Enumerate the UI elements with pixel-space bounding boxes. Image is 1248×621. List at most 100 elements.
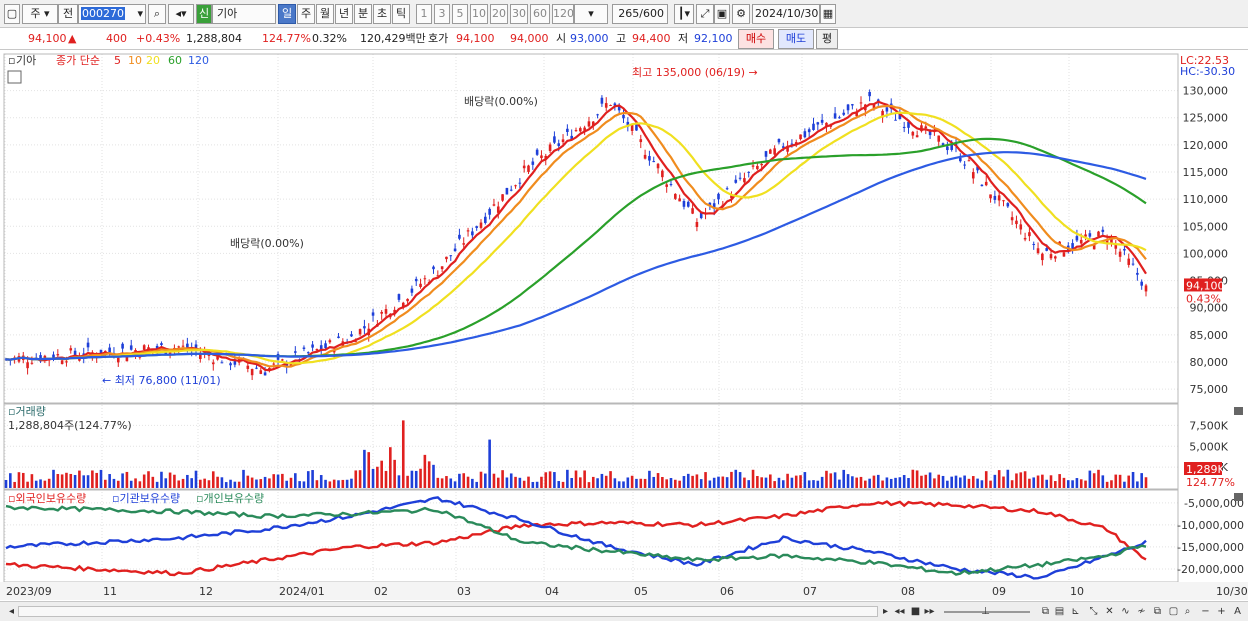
table-icon[interactable]: ▤	[1054, 606, 1065, 617]
period-tab-2[interactable]: 월	[316, 4, 334, 24]
count-button-30[interactable]: 30	[510, 4, 528, 24]
count-button-10[interactable]: 10	[470, 4, 488, 24]
candle-body	[868, 91, 871, 97]
count-button-120[interactable]: 120	[552, 4, 574, 24]
save-icon[interactable]: ▣	[714, 4, 730, 24]
play-forward-icon[interactable]: ▸▸	[924, 606, 935, 617]
scroll-left-icon[interactable]: ◂	[8, 606, 15, 617]
zoom-slider[interactable]	[944, 611, 1030, 613]
stop-icon[interactable]: ■	[910, 606, 921, 617]
volume-bar	[820, 476, 824, 488]
volume-bar	[427, 461, 431, 488]
volume-bar	[622, 481, 625, 488]
window-icon[interactable]: ▢	[4, 4, 20, 24]
volume-bar	[954, 475, 958, 488]
draw-tool-icon[interactable]: ⤢	[696, 4, 714, 24]
volume-bar	[635, 478, 638, 488]
candle-body	[596, 114, 599, 116]
volume-bar	[306, 471, 310, 488]
zoom-out-icon[interactable]: −	[1201, 606, 1210, 617]
open-price: 93,000	[570, 32, 609, 45]
count-button-3[interactable]: 3	[434, 4, 450, 24]
count-select[interactable]: ▾	[574, 4, 608, 24]
period-tab-6[interactable]: 틱	[392, 4, 410, 24]
candle-body	[43, 355, 47, 359]
copy-icon[interactable]: ⧉	[1041, 606, 1050, 617]
wave-icon[interactable]: ∿	[1121, 606, 1130, 617]
volume-bar	[389, 447, 392, 488]
candle-body	[306, 352, 310, 354]
ask-price-1: 94,100	[456, 32, 495, 45]
volume-bar	[1041, 474, 1044, 488]
volume-value: 1,288,804주(124.77%)	[8, 419, 132, 432]
play-back-icon[interactable]: ◂◂	[894, 606, 905, 617]
avg-button[interactable]: 평	[816, 29, 838, 49]
copy2-icon[interactable]: ⧉	[1153, 606, 1162, 617]
ask-price-2: 94,000	[510, 32, 549, 45]
holdings-line-0	[5, 500, 1147, 577]
candle-body	[544, 155, 548, 160]
count-button-1[interactable]: 1	[416, 4, 432, 24]
volume-bar	[898, 477, 902, 488]
candle-body	[410, 288, 414, 293]
volume-bar	[842, 469, 846, 488]
cross-icon[interactable]: ✕	[1105, 606, 1114, 617]
volume-bar	[561, 481, 565, 488]
candle-body	[220, 362, 224, 364]
period-tab-3[interactable]: 년	[335, 4, 353, 24]
gear-icon[interactable]: ⚙	[732, 4, 750, 24]
fib-icon[interactable]: ≁	[1137, 606, 1146, 617]
candle-body	[289, 363, 293, 366]
box-icon[interactable]: ▢	[1168, 606, 1179, 617]
candle-body	[453, 248, 457, 252]
period-tab-0[interactable]: 일	[278, 4, 296, 24]
zoom-in-icon[interactable]: +	[1217, 606, 1226, 617]
count-button-20[interactable]: 20	[490, 4, 508, 24]
candle-body	[1136, 272, 1139, 275]
period-tab-4[interactable]: 분	[354, 4, 372, 24]
count-button-5[interactable]: 5	[452, 4, 468, 24]
date-field[interactable]: 2024/10/30	[752, 4, 820, 24]
candle-body	[419, 283, 422, 288]
volume-bar	[1049, 475, 1053, 488]
market-select[interactable]: 주 ▾	[22, 4, 58, 24]
text-size-icon[interactable]: A	[1234, 606, 1241, 617]
indicator-icon[interactable]: ⤡	[1089, 606, 1098, 617]
volume-bar	[1075, 478, 1079, 488]
scroll-track[interactable]	[18, 606, 878, 617]
volume-bar	[155, 481, 159, 488]
candle-body	[315, 349, 319, 351]
bars-count-field[interactable]: 265/600	[612, 4, 668, 24]
volume-bar	[259, 479, 263, 488]
volume-bar	[967, 478, 971, 488]
period-tab-5[interactable]: 초	[373, 4, 391, 24]
volume-bar	[937, 474, 941, 488]
volume-bar	[281, 473, 284, 488]
turnover-rate: 0.32%	[312, 32, 347, 45]
zoom-thumb-icon[interactable]: ⊥	[981, 606, 990, 617]
stock-name-field[interactable]: 기아	[212, 4, 276, 24]
candle-body	[950, 145, 953, 150]
volume-bar	[112, 478, 116, 488]
code-input[interactable]: 000270 ▾	[78, 4, 146, 24]
count-button-60[interactable]: 60	[530, 4, 550, 24]
volume-bar	[276, 474, 280, 488]
candle-type-icon[interactable]: ┃▾	[674, 4, 694, 24]
calendar-icon[interactable]: ▦	[820, 4, 836, 24]
speaker-icon[interactable]: ◂▾	[168, 4, 194, 24]
scroll-right-icon[interactable]: ▸	[882, 606, 889, 617]
prev-button[interactable]: 전	[58, 4, 78, 24]
search-icon[interactable]: ⌕	[148, 4, 166, 24]
volume-bar	[786, 473, 789, 488]
period-tab-1[interactable]: 주	[297, 4, 315, 24]
zoom-icon[interactable]: ⌕	[1184, 606, 1191, 617]
buy-button[interactable]: 매수	[738, 29, 774, 49]
volume-value: 1,288,804	[186, 32, 242, 45]
x-tick-last: 10/30	[1216, 585, 1248, 598]
dividend-annotation-1: 배당락(0.00%)	[230, 237, 304, 250]
trend-icon[interactable]: ⊾	[1071, 606, 1080, 617]
candle-body	[52, 354, 55, 360]
stock-chart[interactable]: 130,000125,000120,000115,000110,000105,0…	[0, 51, 1248, 601]
sell-button[interactable]: 매도	[778, 29, 814, 49]
volume-bar	[686, 473, 690, 488]
